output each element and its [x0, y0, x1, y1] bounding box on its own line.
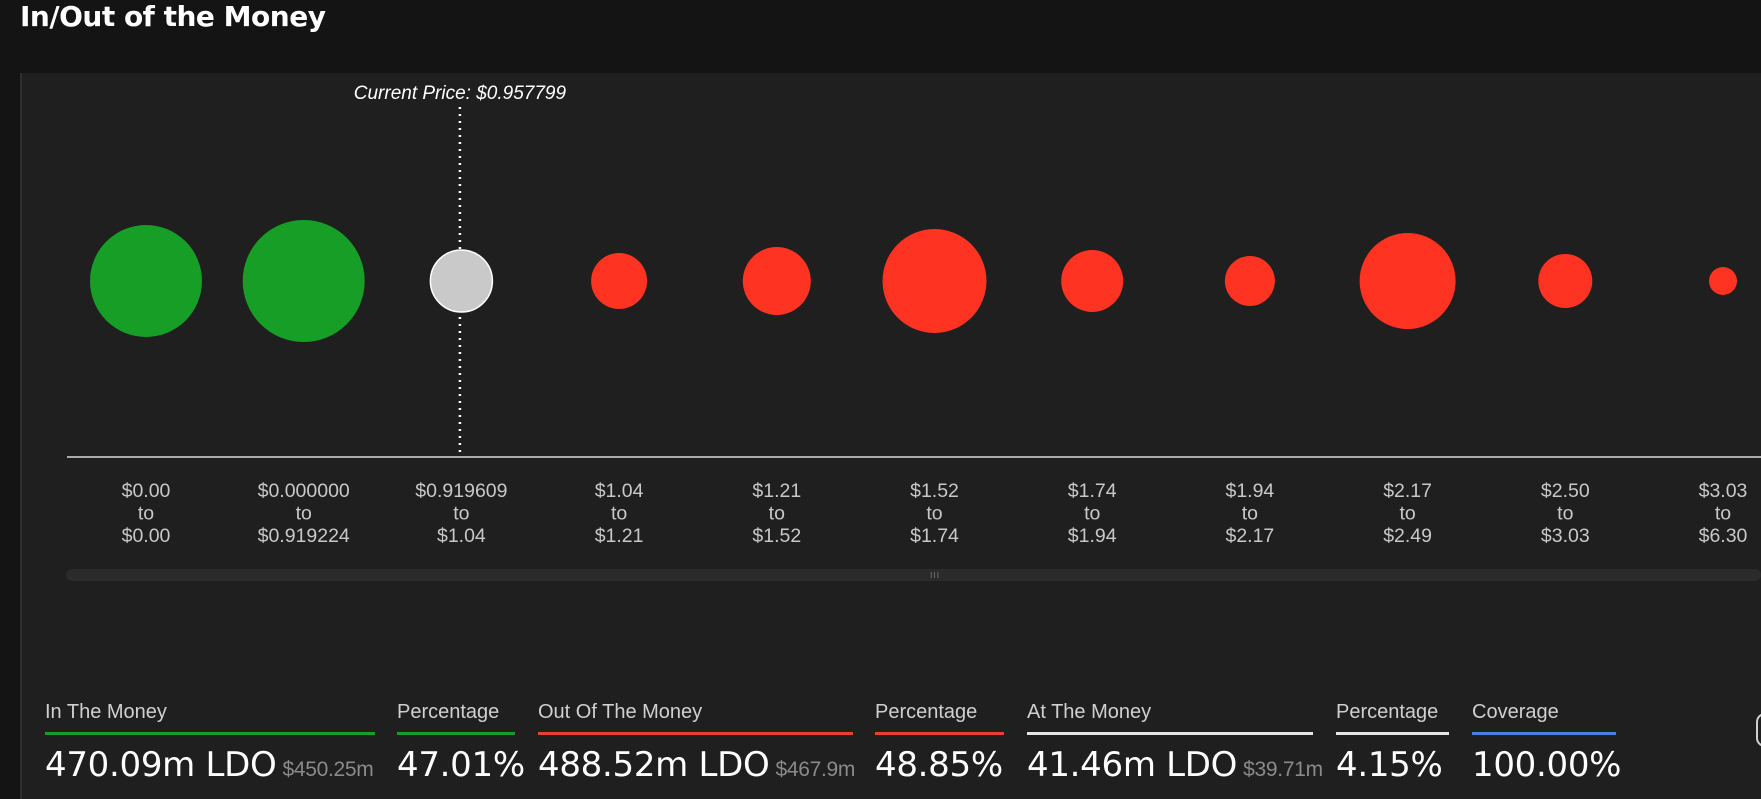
bubble-in-money [242, 220, 365, 342]
x-tick-label: to [1715, 503, 1731, 525]
x-tick-label: $3.03 [1541, 525, 1590, 547]
in-the-money-value: 470.09m LDO $450.25m [45, 745, 375, 785]
in-the-money-bar [45, 732, 375, 735]
bubble-out-money [591, 253, 648, 309]
x-tick-label: $1.21 [595, 525, 644, 547]
bubble-out-money [1709, 267, 1737, 295]
x-tick-label: to [926, 503, 942, 525]
at-the-money-label: At The Money [1027, 701, 1152, 723]
x-tick-label: $6.30 [1699, 525, 1748, 547]
stat-out-percentage: Percentage 48.85% [875, 698, 1004, 785]
stat-in-percentage: Percentage 47.01% [397, 698, 525, 785]
x-tick-label: to [296, 503, 312, 525]
x-tick-label: to [1557, 503, 1573, 525]
out-of-the-money-value: 488.52m LDO $467.9m [538, 745, 856, 785]
at-percentage-label: Percentage [1336, 701, 1439, 723]
coverage-bar [1472, 732, 1616, 735]
at-percentage-value: 4.15% [1336, 745, 1443, 785]
stat-out-of-the-money: Out Of The Money 488.52m LDO $467.9m [538, 698, 856, 785]
out-percentage-value: 48.85% [875, 745, 1003, 785]
scroll-handle-icon[interactable] [1756, 713, 1761, 747]
x-tick-label: to [138, 503, 154, 525]
in-the-money-amount: 470.09m LDO [45, 745, 277, 785]
at-the-money-bar [1027, 732, 1313, 735]
x-tick-label: $1.94 [1225, 480, 1274, 502]
bubble-out-money [1061, 250, 1124, 312]
x-tick-label: $1.52 [752, 525, 801, 547]
out-percentage-bar [875, 732, 1004, 735]
bubble-out-money [1224, 256, 1275, 306]
bubble-out-money [882, 229, 987, 333]
in-percentage-bar [397, 732, 515, 735]
x-tick-label: $1.04 [595, 480, 644, 502]
out-of-the-money-amount: 488.52m LDO [538, 745, 770, 785]
chart-scrollbar[interactable] [66, 569, 1761, 581]
stat-at-the-money: At The Money 41.46m LDO $39.71m [1027, 698, 1323, 785]
stat-coverage: Coverage 100.00% [1472, 698, 1622, 785]
bubble-out-money [1359, 233, 1456, 329]
x-tick-label: $0.919609 [415, 480, 507, 502]
x-tick-label: $0.00 [122, 525, 171, 547]
page-title: In/Out of the Money [20, 0, 326, 33]
x-tick-label: to [453, 503, 469, 525]
x-tick-label: $0.000000 [258, 480, 350, 502]
x-tick-label: to [1084, 503, 1100, 525]
x-tick-label: $2.17 [1383, 480, 1432, 502]
x-tick-label: to [1399, 503, 1415, 525]
x-tick-label: $1.04 [437, 525, 486, 547]
x-tick-label: $0.919224 [258, 525, 350, 547]
in-percentage-value: 47.01% [397, 745, 525, 785]
bubble-at-money [429, 249, 494, 313]
out-of-the-money-label: Out Of The Money [538, 701, 703, 723]
x-tick-label: $1.74 [910, 525, 959, 547]
stat-in-the-money: In The Money 470.09m LDO $450.25m [45, 698, 375, 785]
bubble-out-money [1538, 254, 1593, 308]
in-the-money-label: In The Money [45, 701, 167, 723]
x-tick-label: to [611, 503, 627, 525]
out-of-the-money-bar [538, 732, 853, 735]
x-tick-label: $2.50 [1541, 480, 1590, 502]
x-tick-label: $1.94 [1068, 525, 1117, 547]
chart-panel [20, 73, 1761, 799]
in-the-money-usd: $450.25m [282, 758, 374, 781]
out-of-the-money-usd: $467.9m [775, 758, 856, 781]
out-percentage-label: Percentage [875, 701, 978, 723]
coverage-value: 100.00% [1472, 745, 1622, 785]
x-tick-label: $2.49 [1383, 525, 1432, 547]
current-price-label: Current Price: $0.957799 [354, 83, 567, 104]
x-tick-label: $1.52 [910, 480, 959, 502]
at-percentage-bar [1336, 732, 1449, 735]
at-the-money-usd: $39.71m [1243, 758, 1323, 781]
x-tick-label: $2.17 [1225, 525, 1274, 547]
x-tick-label: $0.00 [122, 480, 171, 502]
at-the-money-value: 41.46m LDO $39.71m [1027, 745, 1323, 785]
in-percentage-label: Percentage [397, 701, 500, 723]
bubble-out-money [742, 247, 811, 315]
x-tick-label: $1.21 [752, 480, 801, 502]
bubble-in-money [90, 225, 202, 337]
coverage-label: Coverage [1472, 701, 1559, 723]
at-the-money-amount: 41.46m LDO [1027, 745, 1238, 785]
x-tick-label: $3.03 [1699, 480, 1748, 502]
stat-at-percentage: Percentage 4.15% [1336, 698, 1449, 785]
x-tick-label: to [769, 503, 785, 525]
scrollbar-grip-icon[interactable]: III [930, 571, 941, 580]
x-tick-label: to [1242, 503, 1258, 525]
x-tick-label: $1.74 [1068, 480, 1117, 502]
